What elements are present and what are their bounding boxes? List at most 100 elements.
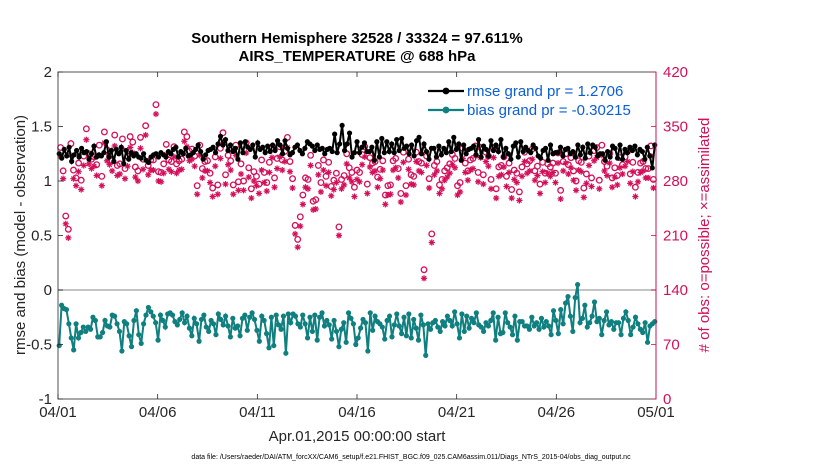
possible-obs-marker [515,188,523,196]
possible-obs-marker [317,179,325,187]
bias-data-point [442,323,448,329]
assimilated-obs-marker [359,161,366,168]
rmse-data-point [88,151,95,157]
assimilated-obs-marker [469,165,477,172]
assimilated-obs-marker [286,168,294,175]
asterisk-stroke [359,162,365,168]
bias-data-point [560,321,566,327]
rmse-data-point [602,157,608,163]
possible-obs-marker [405,155,413,163]
bias-data-point [304,335,311,341]
rmse-data-point [74,147,80,154]
bias-data-point [196,338,202,344]
bias-data-point [92,317,98,324]
asterisk-stroke [287,169,293,175]
assimilated-obs-marker [62,220,69,227]
asterisk-stroke [568,165,574,171]
rmse-data-point [580,144,586,150]
possible-obs-marker [557,186,565,194]
rmse-data-point [195,142,201,148]
bias-data-point [87,326,94,332]
assimilated-obs-marker [317,188,325,195]
assimilated-obs-marker [570,177,577,184]
bias-data-point [97,334,103,340]
asterisk-stroke [305,186,311,192]
rmse-data-point [341,147,348,154]
rmse-data-point [183,145,189,151]
bias-data-point [427,326,434,332]
bias-data-point [490,310,496,316]
rmse-data-point [391,150,397,156]
chart-title-line1: Southern Hemisphere 32528 / 33324 = 97.6… [191,30,522,47]
assimilated-obs-marker [83,136,90,143]
rmse-data-point [488,138,494,144]
asterisk-stroke [439,186,445,192]
rmse-data-point [396,147,402,154]
assimilated-obs-marker [188,156,196,163]
bias-data-point [276,322,282,328]
assimilated-obs-marker [343,160,350,167]
asterisk-stroke [565,171,571,177]
y-axis-label-left: rmse and bias (model - observation) [12,115,29,355]
assimilated-obs-marker [132,174,139,181]
assimilated-obs-marker [121,175,129,182]
bias-data-point [464,313,470,319]
assimilated-obs-marker [168,168,175,175]
possible-obs-marker [152,101,160,109]
asterisk-stroke [493,195,499,201]
asterisk-stroke [308,162,314,169]
possible-obs-marker [95,141,103,149]
bias-data-point [80,324,86,330]
bias-data-point [66,321,72,327]
possible-obs-marker [289,175,297,183]
asterisk-stroke [578,169,584,175]
assimilated-obs-marker [565,170,572,178]
assimilated-obs-marker [312,205,319,213]
assimilated-obs-marker [536,190,544,197]
possible-obs-marker [237,160,245,168]
assimilated-obs-marker [366,163,373,171]
possible-obs-marker [229,181,237,189]
assimilated-obs-marker [387,191,394,198]
bias-data-point [124,321,130,327]
bias-data-point [73,321,79,327]
possible-obs-marker [451,154,459,162]
bias-data-point [507,324,513,330]
asterisk-stroke [583,180,589,186]
asterisk-stroke [256,190,262,197]
bias-data-point [237,333,243,339]
possible-obs-marker [98,172,106,180]
assimilated-obs-marker [596,185,603,192]
rmse-data-point [642,156,648,162]
rmse-data-point [617,142,623,148]
bias-data-point [210,321,217,327]
asterisk-stroke [485,163,492,169]
asterisk-stroke [413,158,419,165]
assimilated-obs-marker [572,187,580,194]
bias-data-point [473,310,479,316]
possible-obs-marker [209,184,217,192]
assimilated-obs-marker [204,167,211,174]
bias-data-point [353,341,359,348]
bias-data-point [505,320,511,326]
rmse-data-point [232,145,239,151]
asterisk-stroke [78,186,84,193]
bias-data-point [215,311,221,317]
asterisk-stroke [619,171,626,177]
assimilated-obs-marker [181,138,188,145]
rmse-data-point [227,142,234,148]
rmse-data-point [371,157,377,163]
possible-obs-marker [64,225,72,233]
assimilated-obs-marker [152,110,160,118]
rmse-data-point [438,152,444,158]
bias-data-point [261,317,267,324]
asterisk-stroke [199,175,205,181]
rmse-data-point [426,156,432,162]
possible-obs-marker [82,125,90,133]
bias-data-point [119,348,125,354]
bias-data-point [227,334,234,340]
asterisk-stroke [488,186,494,192]
bias-data-point [242,312,248,318]
bias-data-point [341,320,347,326]
assimilated-obs-marker [529,156,536,163]
